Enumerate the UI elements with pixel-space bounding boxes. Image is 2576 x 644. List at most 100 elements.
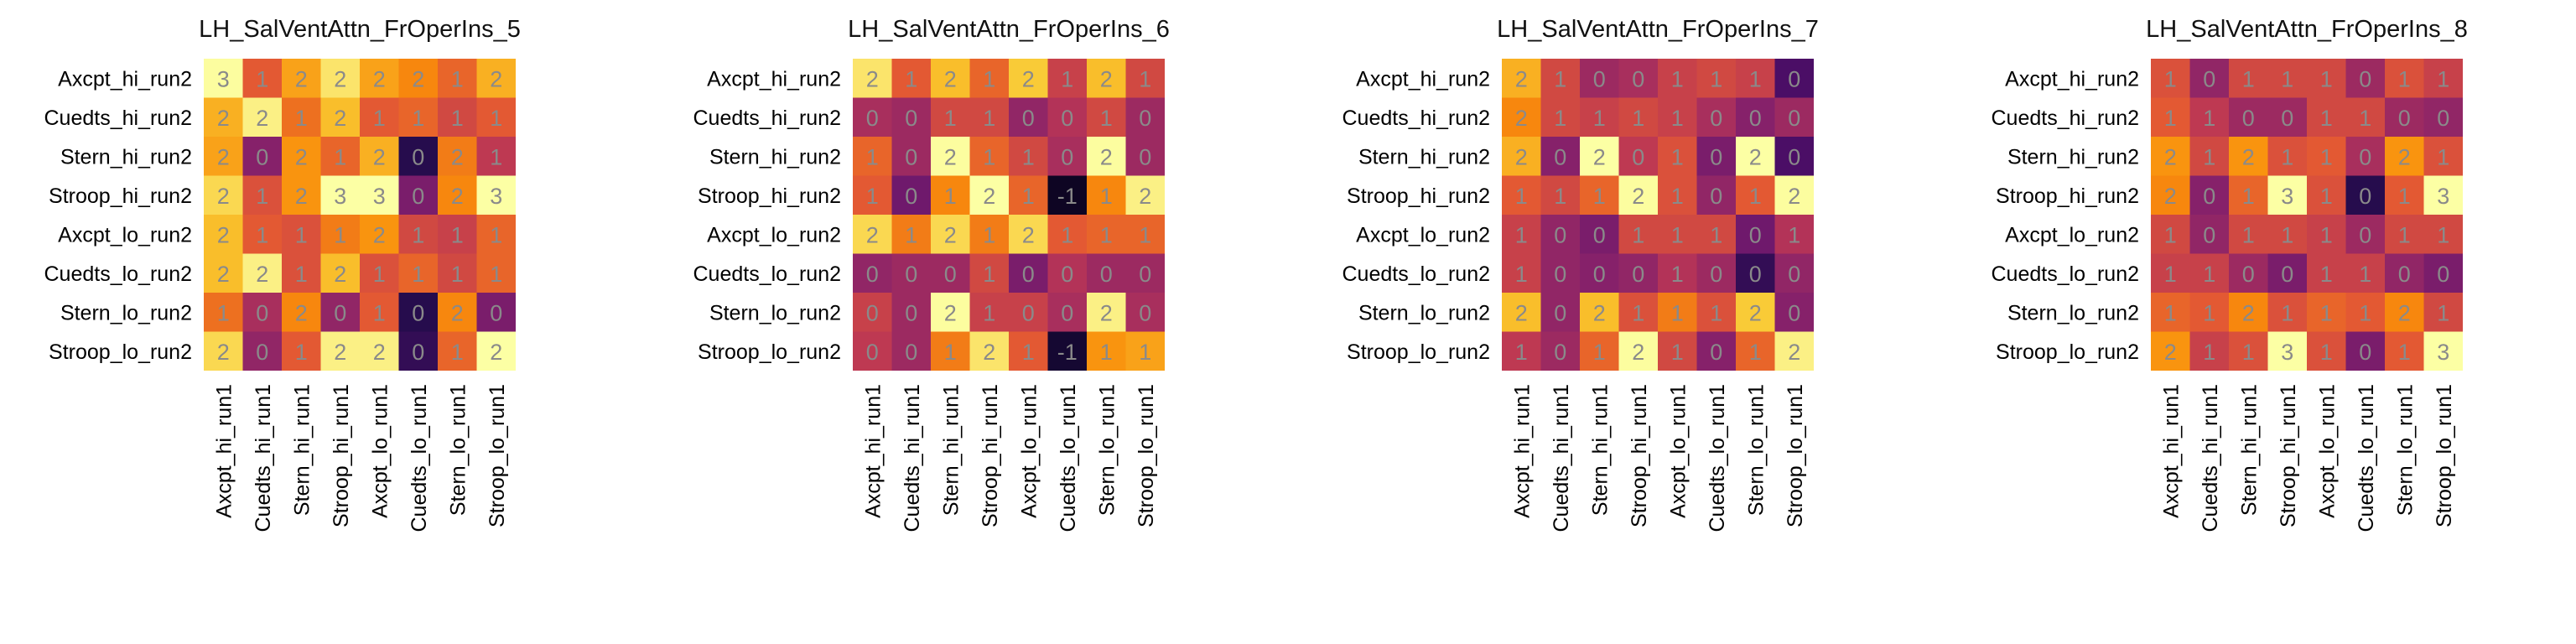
heatmap-cell [2267,137,2307,176]
cell-label: 1 [2164,300,2177,325]
col-tick-label: Axcpt_hi_run1 [861,384,885,518]
heatmap-cell [2151,97,2190,137]
heatmap-cell [398,253,438,293]
heatmap-cell [1580,293,1619,332]
heatmap-cell [2229,331,2268,371]
cell-label: 2 [490,340,502,365]
cell-label: 2 [295,66,308,91]
cell-label: 1 [2398,340,2411,365]
heatmap-panel-2: LH_SalVentAttn_FrOperIns_6 2 1 2 1 2 1 2 1 0 0 1 1 0 0… [693,16,1169,532]
cell-label: 1 [1632,106,1644,131]
cell-label: 1 [2398,184,2411,209]
heatmap-cell [320,253,360,293]
heatmap-cell [2189,253,2229,293]
heatmap-cell [2189,331,2229,371]
heatmap-cell [438,175,477,215]
heatmap-cell [1540,175,1580,215]
heatmap-cell [1658,331,1697,371]
heatmap-cell [853,293,892,332]
heatmap-panel-4: LH_SalVentAttn_FrOperIns_8 1 0 1 1 1 0 1 1 1 1 0 0 1 1… [1991,16,2467,532]
cell-label: 0 [1061,262,1073,287]
cell-label: 1 [1788,222,1800,247]
cell-label: 2 [944,144,957,169]
row-tick-label: Stroop_lo_run2 [1347,340,1490,364]
heatmap-cell [2345,59,2385,98]
cell-label: 0 [1710,340,1722,365]
heatmap-cell [891,331,931,371]
col-tick-label: Stern_lo_run1 [446,384,470,516]
heatmap-cell [1047,253,1087,293]
heatmap-cell [931,253,970,293]
heatmap-cell [1696,137,1736,176]
heatmap-cell [1125,293,1165,332]
row-tick-label: Axcpt_lo_run2 [707,223,841,247]
col-tick-label: Axcpt_hi_run1 [2159,384,2183,518]
cell-label: 1 [490,144,502,169]
heatmap-cell [204,253,243,293]
heatmap-cell [360,137,399,176]
cell-label: 0 [490,300,502,325]
col-tick-label: Axcpt_lo_run1 [1017,384,1041,518]
heatmap-cell [320,97,360,137]
heatmap-cell [1009,293,1048,332]
heatmap-cell [853,331,892,371]
col-tick-label: Stroop_lo_run1 [1135,384,1158,527]
heatmap-cell [2229,215,2268,254]
cell-label: 1 [2359,106,2371,131]
heatmap-cell [1540,59,1580,98]
cell-label: 1 [412,106,424,131]
heatmap-cell [1125,331,1165,371]
heatmap-cell [853,97,892,137]
heatmap-cell [2151,59,2190,98]
cell-label: 2 [1515,300,1528,325]
heatmap-cell [2229,137,2268,176]
cell-label: 0 [1061,144,1073,169]
cell-label: 0 [2437,106,2449,131]
heatmap-cell [1696,175,1736,215]
heatmap-cell [2345,97,2385,137]
cell-label: 2 [451,300,464,325]
cell-label: 1 [1139,340,1151,365]
cell-label: 2 [944,66,957,91]
cell-label: 1 [2320,262,2333,287]
row-tick-label: Stern_hi_run2 [2007,145,2139,169]
row-tick-label: Axcpt_hi_run2 [2005,67,2139,91]
heatmap-cell [2423,59,2463,98]
heatmap-cell [2345,293,2385,332]
heatmap-cell [398,331,438,371]
cell-label: 2 [334,106,346,131]
heatmap-cell [438,59,477,98]
heatmap-cell [2385,137,2424,176]
cell-label: 1 [2281,66,2293,91]
heatmap-cell [1125,253,1165,293]
cell-label: 1 [256,184,268,209]
heatmap-cell [1009,253,1048,293]
cell-label: 1 [905,222,917,247]
cell-label: 0 [1788,66,1800,91]
cell-label: 1 [1671,340,1684,365]
col-tick-label: Cuedts_hi_run1 [2199,384,2222,532]
heatmap-cell [398,97,438,137]
cell-label: 2 [2164,144,2177,169]
cell-label: 0 [866,262,879,287]
cell-label: 0 [905,144,917,169]
panel-title: LH_SalVentAttn_FrOperIns_6 [848,16,1170,43]
heatmap-cell [1658,59,1697,98]
cell-label: -1 [1057,340,1078,365]
cell-label: 2 [866,66,879,91]
cell-label: 0 [1788,262,1800,287]
heatmap-cell [969,59,1009,98]
cell-label: 3 [217,66,230,91]
heatmap-cell [1047,137,1087,176]
cell-label: 1 [1100,222,1113,247]
cell-label: 1 [1671,66,1684,91]
cell-label: 0 [1788,106,1800,131]
heatmap-cell [891,137,931,176]
col-tick-label: Stern_lo_run1 [1095,384,1119,516]
cell-label: 1 [1554,66,1566,91]
col-tick-label: Cuedts_lo_run1 [408,384,431,532]
cell-label: 2 [944,222,957,247]
heatmap-cell [1087,293,1126,332]
cell-label: 2 [2398,300,2411,325]
heatmap-cell [242,97,282,137]
